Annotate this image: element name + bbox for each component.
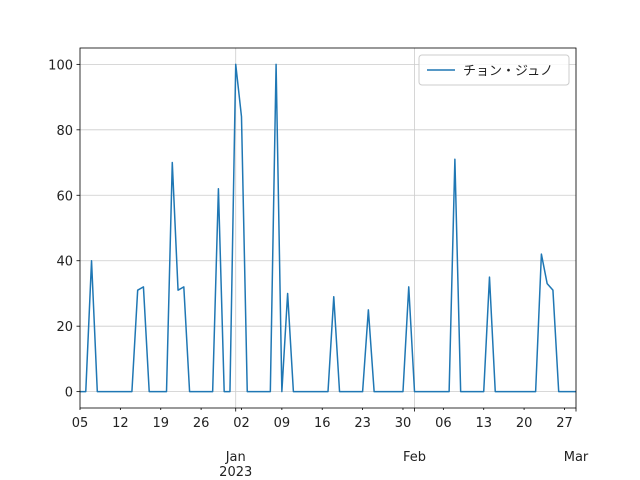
legend-box: [418, 54, 570, 86]
x-tick-label: 27: [556, 416, 573, 431]
x-tick-label: 20: [516, 416, 533, 431]
y-tick-label: 80: [56, 124, 73, 139]
x-tick-label: 23: [354, 416, 371, 431]
x-tick-label: 05: [72, 416, 89, 431]
y-tick-label: 40: [56, 255, 73, 270]
x-tick-label: 19: [152, 416, 169, 431]
x-tick-label: Jan 2023: [219, 450, 252, 480]
legend-label: チョン・ジュノ: [463, 64, 553, 79]
x-tick-label: 12: [112, 416, 129, 431]
x-tick-label: 16: [314, 416, 331, 431]
x-tick-label: 13: [475, 416, 492, 431]
y-tick-label: 100: [48, 58, 73, 73]
x-tick-label: 09: [274, 416, 291, 431]
y-tick-label: 20: [56, 320, 73, 335]
x-tick-label: Feb: [403, 450, 426, 465]
x-tick-label: Mar: [564, 450, 589, 465]
x-tick-label: 06: [435, 416, 452, 431]
line-series: [80, 63, 576, 393]
plot: [80, 63, 576, 393]
x-tick-label: 30: [395, 416, 412, 431]
x-tick-label: 26: [193, 416, 210, 431]
x-tick-label: 02: [233, 416, 250, 431]
y-tick-label: 60: [56, 189, 73, 204]
axes-frame: [79, 47, 577, 409]
y-tick-label: 0: [65, 386, 73, 401]
